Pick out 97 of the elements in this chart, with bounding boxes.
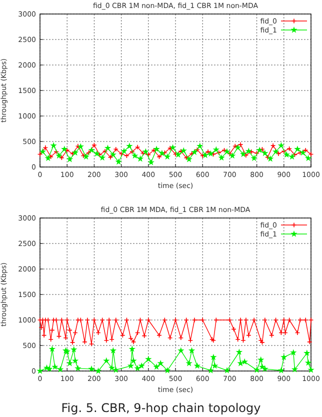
point — [72, 357, 79, 364]
point — [278, 366, 285, 374]
point — [128, 346, 136, 352]
point — [164, 153, 171, 160]
point — [82, 153, 90, 160]
point — [104, 144, 112, 151]
point — [253, 366, 260, 373]
point — [304, 154, 312, 162]
point — [110, 151, 117, 158]
point — [134, 144, 140, 150]
point — [300, 149, 306, 156]
point — [74, 364, 82, 372]
point — [77, 143, 84, 150]
point — [191, 148, 198, 156]
caption: Fig. 5. CBR, 9-hop chain topology — [61, 401, 261, 415]
point — [304, 350, 310, 356]
point — [229, 152, 236, 159]
point — [238, 142, 244, 148]
point — [308, 366, 314, 373]
point — [250, 154, 258, 162]
point — [280, 354, 288, 360]
point — [207, 150, 214, 157]
point — [138, 362, 145, 369]
point — [245, 148, 252, 154]
point — [272, 148, 280, 155]
point — [103, 357, 110, 364]
point — [241, 358, 248, 365]
point — [164, 366, 171, 374]
point — [153, 146, 160, 152]
point — [186, 156, 192, 162]
point — [288, 153, 296, 160]
point — [262, 365, 268, 372]
point — [127, 362, 134, 369]
point — [115, 158, 122, 165]
point — [142, 148, 150, 155]
point — [56, 366, 64, 372]
point — [48, 346, 56, 352]
point — [188, 347, 196, 354]
point — [224, 148, 230, 155]
point — [94, 150, 100, 157]
point — [70, 346, 78, 352]
point — [178, 347, 184, 354]
point — [210, 354, 217, 360]
point — [234, 144, 242, 150]
point — [108, 364, 116, 371]
point — [211, 362, 218, 369]
point — [174, 151, 182, 158]
point — [50, 142, 57, 148]
point — [224, 366, 230, 374]
point — [120, 148, 128, 154]
point — [56, 152, 62, 159]
point — [180, 147, 187, 154]
point — [88, 146, 95, 154]
point — [194, 362, 201, 369]
point — [278, 142, 285, 148]
point — [131, 152, 138, 159]
point — [270, 142, 276, 148]
point — [304, 359, 312, 366]
point — [236, 348, 243, 355]
point — [283, 151, 290, 158]
point — [218, 154, 225, 161]
point — [61, 146, 68, 152]
point — [262, 150, 268, 156]
point — [136, 155, 144, 162]
point — [126, 142, 133, 149]
point — [94, 367, 102, 374]
point — [130, 357, 137, 364]
point — [207, 366, 214, 374]
point — [158, 150, 166, 156]
point — [52, 363, 58, 370]
point — [232, 143, 238, 149]
point — [291, 366, 298, 372]
point — [145, 356, 152, 362]
point — [256, 146, 263, 154]
point — [44, 154, 52, 162]
point — [36, 367, 44, 374]
point — [72, 149, 79, 156]
point — [202, 152, 209, 158]
point — [153, 363, 160, 370]
point — [196, 142, 204, 149]
point — [88, 365, 95, 372]
point — [42, 145, 48, 150]
point — [186, 360, 192, 366]
point — [148, 158, 154, 166]
point — [290, 349, 297, 356]
point — [134, 364, 141, 372]
point — [237, 360, 244, 366]
point — [258, 356, 264, 363]
point — [212, 146, 220, 153]
point — [240, 150, 247, 158]
point — [112, 366, 120, 373]
point — [110, 347, 117, 354]
point — [266, 155, 274, 162]
point — [46, 365, 53, 372]
point — [169, 144, 176, 150]
point — [294, 146, 301, 152]
point — [98, 154, 106, 161]
